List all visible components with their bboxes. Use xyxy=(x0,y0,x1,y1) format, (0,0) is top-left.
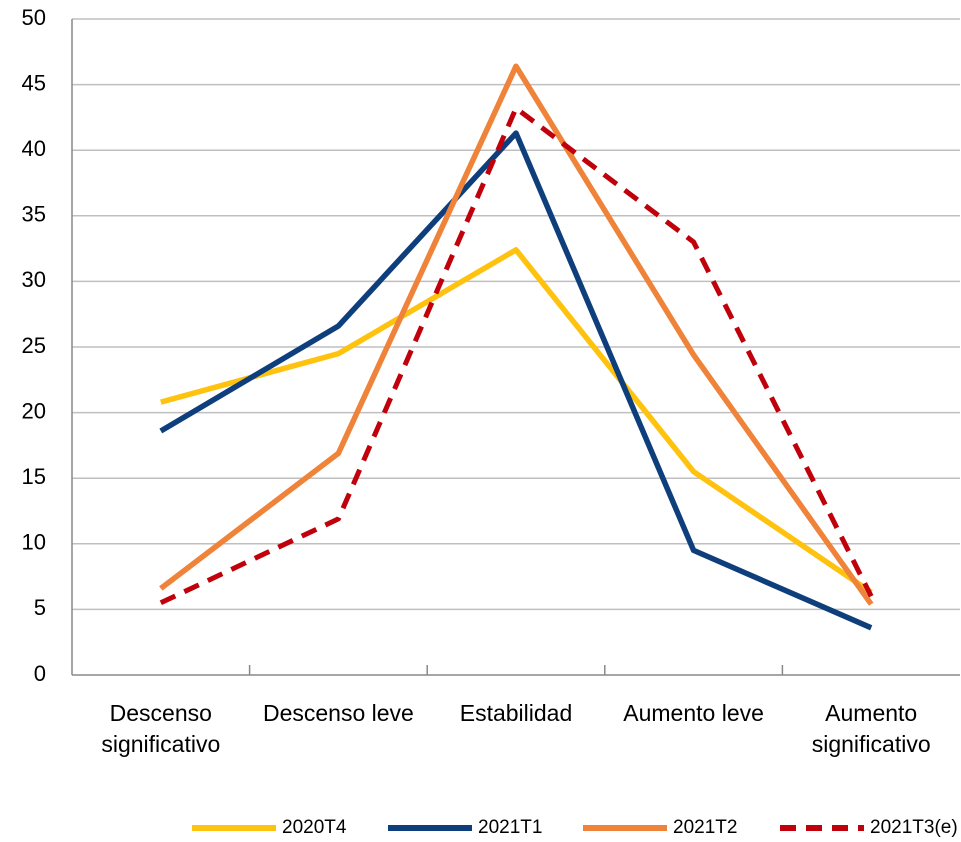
x-tick-label: Aumento significativo xyxy=(811,700,931,757)
x-tick-label: Descenso leve xyxy=(262,700,414,726)
x-tick-label: Estabilidad xyxy=(459,700,573,726)
x-tick-label: Aumento leve xyxy=(623,700,764,726)
legend-label: 2021T1 xyxy=(478,817,542,838)
series-line xyxy=(159,130,873,631)
series-line xyxy=(159,63,874,606)
y-tick-label: 50 xyxy=(22,5,46,30)
legend-label: 2020T4 xyxy=(282,817,347,838)
legend-label: 2021T2 xyxy=(673,817,737,838)
series-line xyxy=(160,247,873,595)
y-tick-label: 5 xyxy=(34,595,46,620)
y-tick-label: 40 xyxy=(22,136,46,161)
y-tick-label: 10 xyxy=(22,530,46,555)
y-tick-label: 20 xyxy=(22,398,46,423)
series-line xyxy=(159,105,874,606)
y-tick-label: 30 xyxy=(22,267,46,292)
y-tick-label: 35 xyxy=(22,202,46,227)
x-tick-label: Descenso significativo xyxy=(101,700,221,757)
y-tick-label: 0 xyxy=(34,661,46,686)
y-tick-label: 15 xyxy=(22,464,46,489)
y-tick-label: 25 xyxy=(22,333,46,358)
legend-label: 2021T3(e) xyxy=(870,817,958,838)
y-tick-label: 45 xyxy=(22,70,46,95)
